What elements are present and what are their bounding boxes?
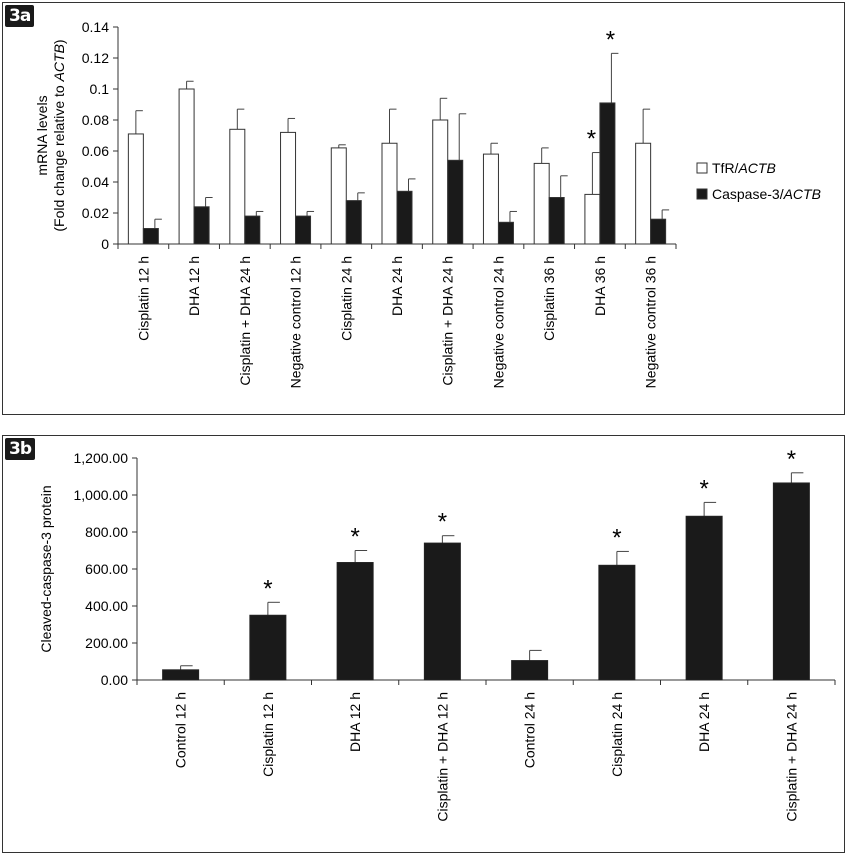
bar-tfr (229, 128, 246, 245)
y-tick-label: 0.1 (90, 81, 110, 97)
bar-caspase3 (295, 215, 312, 245)
bar-caspase3 (548, 197, 565, 245)
x-tick-label: Cisplatin 24 h (338, 256, 354, 341)
y-tick-label: 0.04 (82, 174, 109, 190)
x-tick-label: Cisplatin 36 h (541, 256, 557, 341)
bar-caspase3 (650, 218, 667, 245)
y-tick-label: 0.06 (82, 143, 109, 159)
bar-tfr (178, 88, 195, 245)
panel-label-3a: 3a (5, 5, 35, 27)
bar-tfr (584, 193, 601, 245)
bar-caspase3 (193, 206, 210, 245)
x-tick-label: Cisplatin + DHA 24 h (440, 256, 456, 386)
x-tick-label: DHA 12 h (347, 692, 363, 752)
x-tick-label: Cisplatin + DHA 24 h (783, 692, 799, 822)
legend-label-tfr: TfR/ACTB (712, 160, 776, 176)
x-tick-label: Cisplatin 12 h (260, 692, 276, 777)
bar-tfr (635, 142, 652, 245)
y-tick-label: 1,000.00 (74, 487, 129, 503)
x-tick-label: Control 12 h (173, 692, 189, 768)
bar-tfr (381, 142, 398, 245)
chart-panel-3a: 3a 0 0.02 0.04 0.06 0.08 0.1 0.12 0.14 mRNA leve… (2, 2, 845, 415)
y-tick-label: 400.00 (85, 598, 128, 614)
bar-tfr (533, 162, 550, 245)
significance-marker: * (587, 126, 596, 153)
x-tick-label: Negative control 36 h (643, 256, 659, 388)
y-axis-label: Cleaved-caspase-3 protein (38, 485, 54, 652)
y-tick-label: 0.00 (101, 672, 128, 688)
significance-marker: * (438, 509, 447, 536)
bar (162, 669, 200, 681)
y-axis-label: mRNA levels (34, 95, 50, 175)
bar-caspase3 (599, 102, 616, 245)
bar-tfr (280, 131, 297, 245)
x-tick-label: DHA 36 h (592, 256, 608, 316)
bar (336, 562, 374, 681)
bar-tfr (432, 119, 449, 245)
panel-label-3b: 3b (5, 438, 35, 460)
bar (249, 614, 287, 681)
bar (685, 515, 723, 681)
x-tick-label: Control 24 h (522, 692, 538, 768)
chart-3a: 0 0.02 0.04 0.06 0.08 0.1 0.12 0.14 mRNA levels(… (34, 19, 821, 388)
bar-caspase3 (396, 190, 413, 245)
significance-marker: * (606, 26, 615, 53)
chart-3b: 0.00 200.00 400.00 600.00 800.00 1,000.00 1,20… (38, 446, 836, 822)
significance-marker: * (612, 524, 621, 551)
x-tick-label: Cisplatin 12 h (135, 256, 151, 341)
x-tick-label: DHA 24 h (696, 692, 712, 752)
bar-caspase3 (497, 221, 514, 245)
x-tick-label: DHA 12 h (186, 256, 202, 316)
x-tick-label: Negative control 24 h (490, 256, 506, 388)
bar-caspase3 (447, 159, 464, 245)
bar (423, 542, 461, 681)
significance-marker: * (787, 446, 796, 473)
y-tick-label: 0.08 (82, 112, 109, 128)
significance-marker: * (263, 575, 272, 602)
bar-tfr (330, 147, 347, 245)
y-axis-label-detail: (Fold change relative to ACTB) (51, 39, 67, 231)
bar (598, 564, 636, 681)
bar (511, 660, 549, 681)
y-tick-label: 0.12 (82, 50, 109, 66)
bar-tfr (127, 133, 144, 245)
y-tick-label: 800.00 (85, 524, 128, 540)
y-tick-label: 0.02 (82, 205, 109, 221)
bar-caspase3 (244, 215, 261, 245)
legend-swatch-tfr (696, 162, 708, 174)
y-tick-label: 0 (101, 236, 109, 252)
significance-marker: * (699, 475, 708, 502)
chart-panel-3b: 3b 0.00 200.00 400.00 600.00 800.00 1,000.00 1… (2, 435, 845, 853)
bar (772, 482, 810, 681)
bar-tfr (482, 153, 499, 245)
y-tick-label: 0.14 (82, 19, 109, 35)
x-tick-label: Cisplatin 24 h (609, 692, 625, 777)
y-tick-label: 600.00 (85, 561, 128, 577)
x-tick-label: Negative control 12 h (288, 256, 304, 388)
x-tick-label: DHA 24 h (389, 256, 405, 316)
legend-swatch-caspase3 (696, 188, 708, 200)
y-tick-label: 1,200.00 (74, 450, 129, 466)
x-tick-label: Cisplatin + DHA 12 h (434, 692, 450, 822)
bar-caspase3 (142, 228, 159, 245)
legend-label-caspase3: Caspase-3/ACTB (712, 186, 821, 202)
bar-caspase3 (345, 200, 362, 245)
x-tick-label: Cisplatin + DHA 24 h (237, 256, 253, 386)
y-tick-label: 200.00 (85, 635, 128, 651)
significance-marker: * (350, 524, 359, 551)
